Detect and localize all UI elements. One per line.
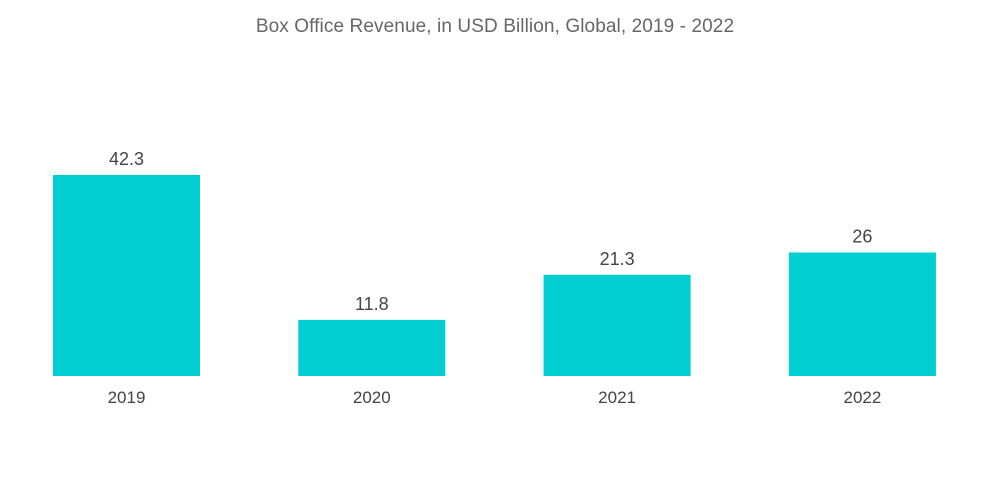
bar-2019 <box>53 175 200 376</box>
chart-title: Box Office Revenue, in USD Billion, Glob… <box>255 16 735 37</box>
x-tick-label-2020: 2020 <box>353 388 391 407</box>
bar-2020 <box>298 319 446 376</box>
bar-2021 <box>543 274 691 376</box>
value-label-2022: 26 <box>852 227 872 247</box>
value-label-2019: 42.3 <box>109 149 144 169</box>
x-tick-label-2021: 2021 <box>598 388 636 407</box>
bar-2022 <box>788 252 936 376</box>
value-label-2021: 21.3 <box>600 249 635 269</box>
value-label-2020: 11.8 <box>355 294 389 314</box>
x-tick-label-2019: 2019 <box>108 388 146 407</box>
x-tick-label-2022: 2022 <box>843 388 881 407</box>
